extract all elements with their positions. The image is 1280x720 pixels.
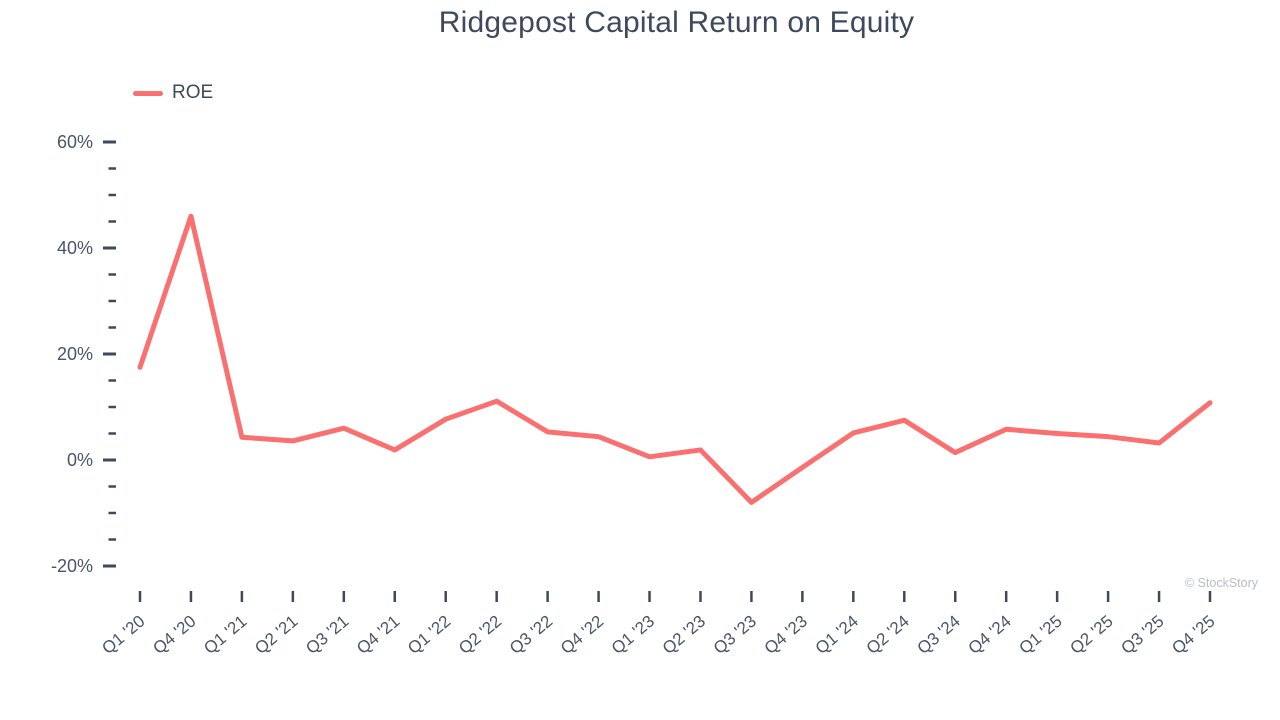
legend-label-roe: ROE xyxy=(172,82,214,103)
x-axis-tick-label: Q2 '25 xyxy=(1066,612,1116,658)
x-axis-tick-label: Q1 '25 xyxy=(1016,612,1066,658)
x-axis-tick-label: Q4 '23 xyxy=(761,612,811,658)
x-axis-tick-label: Q3 '23 xyxy=(710,612,760,658)
x-axis-tick-label: Q3 '24 xyxy=(914,612,964,658)
y-axis-tick-label: 40% xyxy=(57,238,93,258)
x-axis-tick-label: Q4 '24 xyxy=(965,612,1015,658)
x-axis-tick-label: Q3 '25 xyxy=(1117,612,1167,658)
x-axis-tick-label: Q1 '23 xyxy=(608,612,658,658)
x-axis-tick-label: Q2 '22 xyxy=(455,612,505,658)
x-axis-tick-label: Q4 '25 xyxy=(1168,612,1218,658)
x-axis-tick-label: Q3 '22 xyxy=(506,612,556,658)
y-axis-tick-label: 60% xyxy=(57,132,93,152)
x-axis-tick-label: Q1 '24 xyxy=(812,612,862,658)
x-axis-tick-label: Q1 '22 xyxy=(404,612,454,658)
x-axis-tick-label: Q3 '21 xyxy=(302,612,352,658)
x-axis-tick-label: Q4 '21 xyxy=(353,612,403,658)
x-axis-tick-label: Q4 '22 xyxy=(557,612,607,658)
roe-line xyxy=(137,213,1213,505)
x-axis-tick-label: Q2 '24 xyxy=(863,612,913,658)
x-axis-tick-label: Q1 '20 xyxy=(98,612,148,658)
y-axis-tick-label: -20% xyxy=(51,556,93,576)
y-axis-tick-label: 0% xyxy=(67,450,93,470)
stockstory-watermark: © StockStory xyxy=(1184,576,1258,590)
x-axis-tick-label: Q4 '20 xyxy=(149,612,199,658)
x-axis-tick-label: Q1 '21 xyxy=(200,612,250,658)
x-axis-tick-label: Q2 '23 xyxy=(659,612,709,658)
chart-title: Ridgepost Capital Return on Equity xyxy=(438,6,915,39)
x-axis-tick-label: Q2 '21 xyxy=(251,612,301,658)
legend-line-swatch xyxy=(133,90,163,96)
y-axis-tick-label: 20% xyxy=(57,344,93,364)
legend: ROE xyxy=(133,82,213,104)
